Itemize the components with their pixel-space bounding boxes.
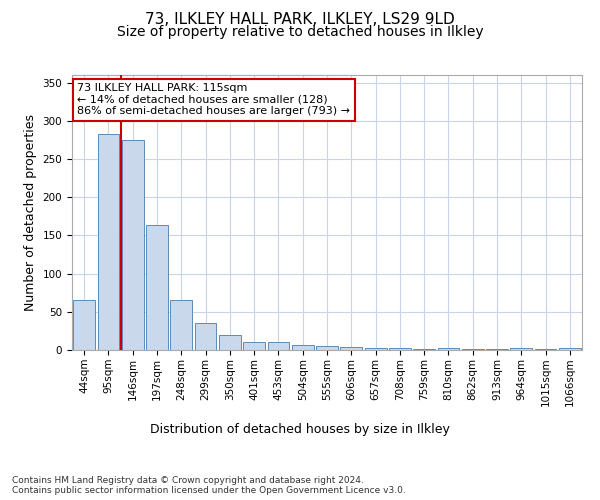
Bar (389, 348, 411, 350)
Bar (73, 300, 95, 350)
Bar (340, 347, 362, 350)
Bar (146, 226, 168, 350)
Bar (292, 346, 314, 350)
Bar (122, 140, 143, 350)
Bar (559, 348, 581, 350)
Bar (170, 300, 192, 350)
Bar (486, 349, 508, 350)
Text: 73 ILKLEY HALL PARK: 115sqm
← 14% of detached houses are smaller (128)
86% of se: 73 ILKLEY HALL PARK: 115sqm ← 14% of det… (77, 83, 350, 116)
Text: 73, ILKLEY HALL PARK, ILKLEY, LS29 9LD: 73, ILKLEY HALL PARK, ILKLEY, LS29 9LD (145, 12, 455, 28)
Y-axis label: Number of detached properties: Number of detached properties (24, 114, 37, 311)
Bar (316, 346, 338, 350)
Bar (413, 349, 435, 350)
Text: Contains HM Land Registry data © Crown copyright and database right 2024.
Contai: Contains HM Land Registry data © Crown c… (12, 476, 406, 495)
Bar (194, 324, 217, 350)
Bar (219, 334, 241, 350)
Bar (243, 342, 265, 350)
Bar (511, 348, 532, 350)
Bar (535, 349, 556, 350)
Bar (365, 348, 386, 350)
Text: Size of property relative to detached houses in Ilkley: Size of property relative to detached ho… (116, 25, 484, 39)
Bar (437, 348, 460, 350)
Bar (97, 134, 119, 350)
Text: Distribution of detached houses by size in Ilkley: Distribution of detached houses by size … (150, 422, 450, 436)
Bar (268, 342, 289, 350)
Bar (462, 349, 484, 350)
